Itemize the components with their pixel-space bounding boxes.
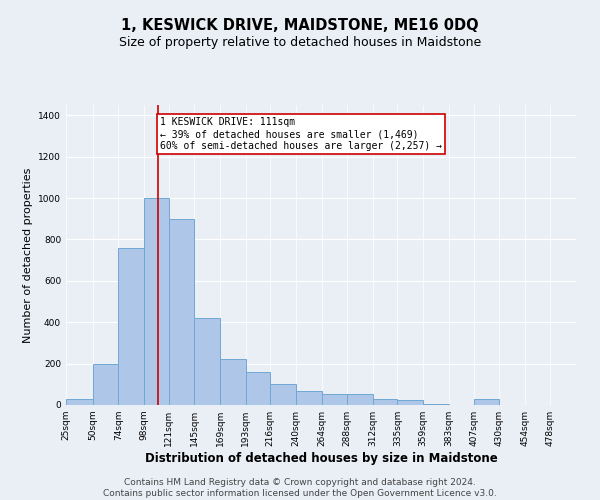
Bar xyxy=(475,399,499,405)
Bar xyxy=(397,400,423,405)
Bar xyxy=(423,404,449,405)
Y-axis label: Number of detached properties: Number of detached properties xyxy=(23,168,32,342)
Bar xyxy=(220,360,245,405)
Text: Size of property relative to detached houses in Maidstone: Size of property relative to detached ho… xyxy=(119,36,481,49)
X-axis label: Distribution of detached houses by size in Maidstone: Distribution of detached houses by size … xyxy=(145,452,497,465)
Bar xyxy=(245,372,270,405)
Bar xyxy=(194,318,220,405)
Bar xyxy=(169,219,194,405)
Bar xyxy=(347,394,373,405)
Bar xyxy=(144,198,169,405)
Bar xyxy=(296,390,322,405)
Bar xyxy=(270,384,296,405)
Text: Contains HM Land Registry data © Crown copyright and database right 2024.
Contai: Contains HM Land Registry data © Crown c… xyxy=(103,478,497,498)
Bar xyxy=(373,399,397,405)
Bar xyxy=(322,394,347,405)
Bar xyxy=(93,364,118,405)
Text: 1, KESWICK DRIVE, MAIDSTONE, ME16 0DQ: 1, KESWICK DRIVE, MAIDSTONE, ME16 0DQ xyxy=(121,18,479,32)
Bar xyxy=(66,399,93,405)
Bar xyxy=(118,248,144,405)
Text: 1 KESWICK DRIVE: 111sqm
← 39% of detached houses are smaller (1,469)
60% of semi: 1 KESWICK DRIVE: 111sqm ← 39% of detache… xyxy=(160,118,442,150)
